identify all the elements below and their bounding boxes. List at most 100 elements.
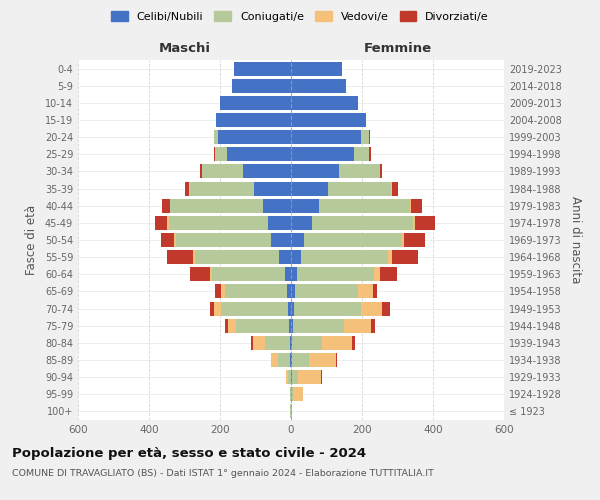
Bar xyxy=(392,250,418,264)
Bar xyxy=(221,284,226,298)
Bar xyxy=(217,113,291,127)
Bar xyxy=(291,164,339,178)
Bar xyxy=(251,336,253,350)
Bar xyxy=(322,336,352,350)
Y-axis label: Fasce di età: Fasce di età xyxy=(25,205,38,275)
Bar xyxy=(352,336,355,350)
Bar xyxy=(380,164,382,178)
Bar xyxy=(392,182,398,196)
Bar xyxy=(382,302,389,316)
Bar xyxy=(215,148,227,162)
Bar xyxy=(190,268,210,281)
Bar xyxy=(278,250,291,264)
Bar xyxy=(339,164,380,178)
Bar xyxy=(263,198,291,212)
Legend: Celibi/Nubili, Coniugati/e, Vedovi/e, Divorziati/e: Celibi/Nubili, Coniugati/e, Vedovi/e, Di… xyxy=(108,8,492,25)
Bar xyxy=(216,113,217,127)
Bar xyxy=(291,96,358,110)
Bar xyxy=(169,216,268,230)
Bar xyxy=(210,302,214,316)
Y-axis label: Anni di nascita: Anni di nascita xyxy=(569,196,581,284)
Bar xyxy=(291,216,311,230)
Bar xyxy=(304,233,402,247)
Bar xyxy=(271,233,291,247)
Bar xyxy=(292,353,310,367)
Bar xyxy=(190,182,254,196)
Bar xyxy=(374,268,380,281)
Bar xyxy=(195,250,278,264)
Bar xyxy=(291,268,298,281)
Bar xyxy=(170,198,263,212)
Bar xyxy=(388,250,392,264)
Bar xyxy=(289,318,291,332)
Bar xyxy=(410,198,411,212)
Bar xyxy=(293,318,344,332)
Bar xyxy=(291,182,328,196)
Bar xyxy=(155,216,167,230)
Bar xyxy=(291,78,346,92)
Bar xyxy=(254,182,291,196)
Bar xyxy=(167,216,169,230)
Bar xyxy=(361,302,382,316)
Bar xyxy=(202,164,243,178)
Bar xyxy=(291,130,361,144)
Bar xyxy=(413,216,415,230)
Bar xyxy=(271,353,278,367)
Bar xyxy=(291,318,293,332)
Bar xyxy=(214,148,215,162)
Bar xyxy=(220,96,291,110)
Bar xyxy=(193,250,195,264)
Bar xyxy=(402,233,404,247)
Text: COMUNE DI TRAVAGLIATO (BS) - Dati ISTAT 1° gennaio 2024 - Elaborazione TUTTITALI: COMUNE DI TRAVAGLIATO (BS) - Dati ISTAT … xyxy=(12,469,434,478)
Bar xyxy=(291,388,293,402)
Bar xyxy=(200,164,202,178)
Text: Femmine: Femmine xyxy=(364,42,431,55)
Bar xyxy=(310,353,336,367)
Bar xyxy=(411,198,422,212)
Bar xyxy=(215,284,221,298)
Bar xyxy=(291,113,365,127)
Bar xyxy=(298,370,321,384)
Bar xyxy=(291,284,295,298)
Bar xyxy=(328,182,391,196)
Bar xyxy=(291,148,354,162)
Bar xyxy=(294,302,361,316)
Bar xyxy=(369,130,370,144)
Bar xyxy=(290,336,291,350)
Bar xyxy=(288,370,290,384)
Bar xyxy=(243,164,291,178)
Bar xyxy=(218,130,291,144)
Bar xyxy=(373,284,377,298)
Bar xyxy=(319,198,410,212)
Bar xyxy=(286,370,288,384)
Bar xyxy=(210,268,212,281)
Bar xyxy=(292,336,322,350)
Bar xyxy=(361,130,369,144)
Bar xyxy=(301,250,388,264)
Bar xyxy=(344,318,371,332)
Bar xyxy=(226,318,228,332)
Bar xyxy=(371,318,375,332)
Bar xyxy=(298,268,374,281)
Bar xyxy=(290,388,291,402)
Bar xyxy=(291,62,343,76)
Bar xyxy=(265,336,290,350)
Bar xyxy=(278,353,290,367)
Bar xyxy=(226,284,287,298)
Bar xyxy=(293,388,303,402)
Text: Maschi: Maschi xyxy=(158,42,211,55)
Bar xyxy=(185,182,190,196)
Bar xyxy=(336,353,337,367)
Bar xyxy=(291,353,292,367)
Bar xyxy=(268,216,291,230)
Bar xyxy=(214,130,218,144)
Bar xyxy=(232,78,291,92)
Bar xyxy=(227,148,291,162)
Bar xyxy=(380,268,397,281)
Bar xyxy=(404,233,425,247)
Bar xyxy=(228,318,236,332)
Bar xyxy=(290,353,291,367)
Bar xyxy=(354,148,369,162)
Bar xyxy=(167,250,193,264)
Bar xyxy=(365,113,366,127)
